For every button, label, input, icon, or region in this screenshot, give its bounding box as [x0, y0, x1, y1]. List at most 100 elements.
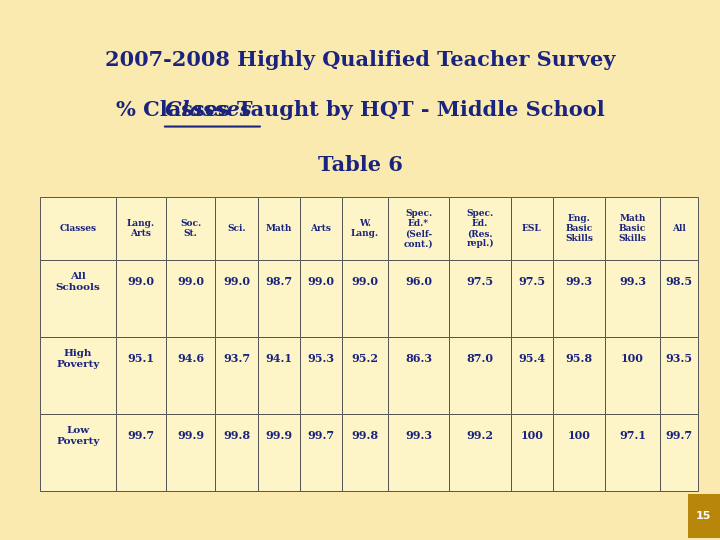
Bar — [40, 414, 116, 491]
Bar — [40, 260, 116, 338]
Bar — [605, 338, 660, 414]
Text: 2007-2008 Highly Qualified Teacher Survey: 2007-2008 Highly Qualified Teacher Surve… — [105, 50, 615, 70]
Text: 93.5: 93.5 — [666, 354, 693, 364]
Bar — [660, 338, 698, 414]
Text: 99.7: 99.7 — [127, 430, 154, 442]
Bar — [342, 338, 388, 414]
Bar — [166, 260, 215, 338]
Bar — [342, 197, 388, 260]
Bar — [215, 260, 258, 338]
Bar — [388, 414, 449, 491]
Text: Spec.
Ed.
(Res.
repl.): Spec. Ed. (Res. repl.) — [467, 209, 494, 248]
Bar — [300, 338, 342, 414]
Text: 86.3: 86.3 — [405, 354, 432, 364]
Bar — [300, 260, 342, 338]
Text: 15: 15 — [696, 511, 711, 521]
Bar — [449, 338, 511, 414]
Bar — [660, 414, 698, 491]
Bar — [511, 414, 553, 491]
Text: Arts: Arts — [310, 224, 331, 233]
Bar — [300, 197, 342, 260]
Bar — [258, 260, 300, 338]
Text: 99.0: 99.0 — [307, 276, 334, 287]
Text: 100: 100 — [521, 430, 544, 442]
Text: 99.2: 99.2 — [467, 430, 494, 442]
Bar — [511, 260, 553, 338]
Bar — [660, 197, 698, 260]
Text: 99.0: 99.0 — [127, 276, 154, 287]
Bar — [553, 260, 605, 338]
Bar — [166, 414, 215, 491]
Text: 98.7: 98.7 — [265, 276, 292, 287]
Bar — [40, 338, 116, 414]
Text: 97.5: 97.5 — [518, 276, 546, 287]
Text: High
Poverty: High Poverty — [56, 349, 99, 369]
Text: 95.3: 95.3 — [307, 354, 335, 364]
Text: % Classes Taught by HQT - Middle School: % Classes Taught by HQT - Middle School — [116, 100, 604, 120]
Text: 99.0: 99.0 — [223, 276, 250, 287]
Text: 99.9: 99.9 — [177, 430, 204, 442]
Text: Low
Poverty: Low Poverty — [56, 426, 99, 445]
Bar — [258, 197, 300, 260]
Text: 87.0: 87.0 — [467, 354, 494, 364]
Text: 99.3: 99.3 — [619, 276, 646, 287]
Text: 99.8: 99.8 — [223, 430, 250, 442]
Text: 94.6: 94.6 — [177, 354, 204, 364]
Bar — [215, 338, 258, 414]
Text: 100: 100 — [621, 354, 644, 364]
Bar — [116, 338, 166, 414]
Text: Math: Math — [266, 224, 292, 233]
Text: 95.1: 95.1 — [127, 354, 154, 364]
Bar — [605, 414, 660, 491]
Bar — [688, 494, 720, 538]
Bar — [449, 414, 511, 491]
Text: 99.8: 99.8 — [351, 430, 379, 442]
Bar — [388, 197, 449, 260]
Text: 99.3: 99.3 — [405, 430, 432, 442]
Bar — [342, 260, 388, 338]
Text: 99.0: 99.0 — [177, 276, 204, 287]
Bar — [116, 260, 166, 338]
Bar — [449, 197, 511, 260]
Bar — [388, 260, 449, 338]
Text: Classes: Classes — [59, 224, 96, 233]
Text: 97.1: 97.1 — [619, 430, 646, 442]
Bar — [553, 338, 605, 414]
Text: 99.0: 99.0 — [351, 276, 379, 287]
Bar — [215, 414, 258, 491]
Text: 100: 100 — [567, 430, 590, 442]
Text: Classes: Classes — [165, 100, 258, 120]
Bar — [166, 338, 215, 414]
Text: Sci.: Sci. — [228, 224, 246, 233]
Bar — [166, 197, 215, 260]
Text: ESL: ESL — [522, 224, 542, 233]
Bar — [116, 414, 166, 491]
Bar — [116, 197, 166, 260]
Text: W.
Lang.: W. Lang. — [351, 219, 379, 238]
Text: 95.8: 95.8 — [565, 354, 593, 364]
Text: 96.0: 96.0 — [405, 276, 432, 287]
Bar — [342, 414, 388, 491]
Text: Lang.
Arts: Lang. Arts — [127, 219, 155, 238]
Bar — [258, 414, 300, 491]
Bar — [511, 338, 553, 414]
Text: 95.2: 95.2 — [351, 354, 379, 364]
Bar — [553, 414, 605, 491]
Text: Math
Basic
Skills: Math Basic Skills — [618, 214, 647, 244]
Text: Spec.
Ed.*
(Self-
cont.): Spec. Ed.* (Self- cont.) — [404, 209, 433, 248]
Text: Table 6: Table 6 — [318, 154, 402, 174]
Bar — [258, 338, 300, 414]
Text: Eng.
Basic
Skills: Eng. Basic Skills — [565, 214, 593, 244]
Bar — [660, 260, 698, 338]
Bar — [605, 197, 660, 260]
Bar — [449, 260, 511, 338]
Text: 99.7: 99.7 — [666, 430, 693, 442]
Text: 98.5: 98.5 — [666, 276, 693, 287]
Bar — [40, 197, 116, 260]
Text: All
Schools: All Schools — [55, 272, 100, 292]
Text: 95.4: 95.4 — [518, 354, 546, 364]
Text: All: All — [672, 224, 686, 233]
Text: Soc.
St.: Soc. St. — [180, 219, 201, 238]
Bar — [388, 338, 449, 414]
Bar — [605, 260, 660, 338]
